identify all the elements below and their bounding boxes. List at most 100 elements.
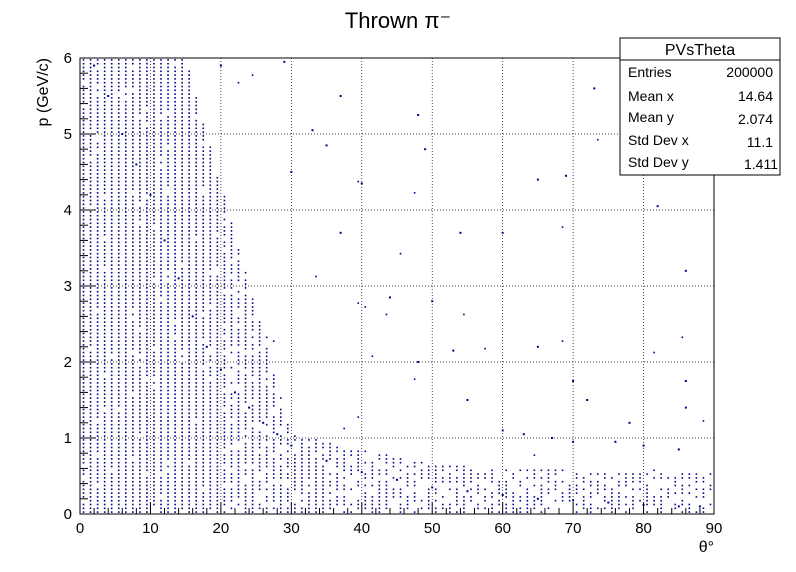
data-point — [265, 473, 268, 475]
data-point — [132, 85, 134, 88]
data-point — [167, 370, 169, 373]
data-point — [103, 222, 106, 225]
data-point — [702, 492, 705, 494]
data-point — [139, 488, 141, 491]
data-point — [181, 256, 183, 259]
data-point — [322, 446, 324, 449]
data-point — [117, 382, 120, 384]
data-point — [146, 264, 148, 266]
data-point — [96, 275, 99, 278]
data-point — [339, 231, 342, 234]
data-point — [202, 173, 205, 175]
data-point — [167, 511, 169, 513]
data-point — [413, 480, 416, 483]
data-point — [96, 233, 99, 236]
data-point — [684, 380, 687, 382]
data-point — [82, 135, 85, 137]
data-point — [103, 245, 106, 247]
data-point — [160, 378, 162, 380]
data-point — [110, 366, 113, 369]
data-point — [449, 465, 451, 468]
data-point — [110, 211, 113, 213]
data-point — [237, 298, 240, 301]
data-point — [103, 355, 106, 358]
data-point — [216, 317, 219, 320]
data-point — [160, 461, 162, 464]
data-point — [103, 256, 106, 259]
data-point — [322, 469, 324, 472]
data-point — [132, 271, 134, 274]
data-point — [82, 230, 85, 232]
data-point — [117, 298, 120, 301]
data-point — [103, 93, 106, 95]
data-point — [618, 499, 620, 502]
data-point — [441, 503, 444, 506]
data-point — [82, 492, 85, 494]
data-point — [237, 268, 240, 270]
data-point — [124, 157, 127, 160]
data-point — [399, 511, 402, 513]
data-point — [181, 484, 183, 487]
data-point — [272, 404, 275, 407]
data-point — [103, 454, 106, 456]
data-point — [322, 477, 324, 479]
data-point — [181, 146, 183, 149]
data-point — [96, 222, 99, 225]
data-point — [82, 287, 85, 289]
data-point — [209, 150, 212, 152]
data-point — [132, 230, 134, 232]
data-point — [124, 268, 127, 270]
data-point — [139, 511, 141, 513]
data-point — [167, 70, 169, 73]
data-point — [96, 59, 99, 61]
data-point — [132, 306, 134, 308]
data-point — [132, 154, 134, 156]
data-point — [181, 507, 183, 510]
data-point — [325, 459, 328, 462]
data-point — [82, 347, 85, 350]
data-point — [89, 344, 92, 346]
data-point — [146, 370, 148, 373]
data-point — [103, 420, 106, 422]
data-point — [456, 465, 458, 468]
data-point — [117, 431, 120, 434]
data-point — [202, 374, 205, 377]
data-point — [230, 306, 233, 308]
data-point — [139, 458, 141, 460]
data-point — [561, 340, 564, 342]
data-point — [167, 294, 169, 297]
data-point — [139, 89, 141, 92]
data-point — [124, 366, 127, 369]
data-point — [146, 279, 148, 282]
data-point — [146, 332, 148, 335]
data-point — [272, 427, 275, 430]
data-point — [146, 268, 148, 270]
data-point — [237, 344, 240, 346]
data-point — [223, 385, 226, 388]
data-point — [230, 461, 233, 464]
data-point — [301, 461, 303, 464]
data-point — [195, 317, 198, 320]
data-point — [110, 401, 113, 403]
data-point — [237, 473, 240, 475]
data-point — [209, 439, 212, 441]
data-point — [188, 104, 190, 107]
data-point — [216, 176, 219, 179]
data-point — [646, 503, 648, 506]
data-point — [223, 431, 226, 434]
data-point — [146, 62, 148, 65]
data-point — [160, 161, 162, 164]
data-point — [110, 241, 113, 244]
data-point — [625, 473, 627, 475]
data-point — [265, 450, 268, 453]
data-point — [146, 382, 148, 384]
data-point — [230, 393, 233, 396]
data-point — [216, 423, 219, 426]
data-point — [209, 382, 212, 384]
data-point — [103, 260, 106, 263]
data-point — [294, 507, 296, 510]
data-point — [153, 214, 155, 217]
data-point — [132, 480, 134, 483]
data-point — [554, 499, 557, 502]
data-point — [322, 442, 324, 445]
